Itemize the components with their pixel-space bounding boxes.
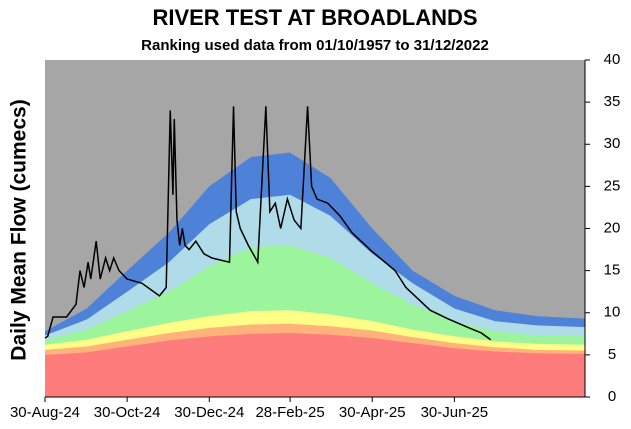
y-tick-label: 30: [604, 135, 621, 152]
area-band: [45, 332, 585, 397]
x-tick-label: 30-Aug-24: [10, 404, 80, 421]
axes: 0 5 10 15 20 25 30 35 40 30-Aug-24 30-Oct-24 30-Dec…: [10, 51, 620, 421]
x-tick-label: 30-Jun-25: [421, 404, 489, 421]
y-tick-label: 15: [604, 262, 621, 279]
y-tick-label: 0: [608, 388, 616, 405]
y-axis-label: Daily Mean Flow (cumecs): [8, 99, 31, 360]
chart-title: RIVER TEST AT BROADLANDS: [152, 5, 477, 30]
chart-subtitle: Ranking used data from 01/10/1957 to 31/…: [141, 37, 489, 54]
y-tick-label: 10: [604, 304, 621, 321]
y-tick-label: 25: [604, 177, 621, 194]
y-tick-label: 35: [604, 93, 621, 110]
x-tick-label: 30-Oct-24: [94, 404, 161, 421]
plot-area: [44, 60, 585, 397]
y-tick-label: 20: [604, 219, 621, 236]
flow-line: [44, 106, 492, 341]
y-tick-label: 5: [608, 346, 616, 363]
x-tick-label: 28-Feb-25: [255, 404, 324, 421]
y-tick-label: 40: [604, 51, 621, 68]
x-tick-label: 30-Apr-25: [339, 404, 406, 421]
x-tick-label: 30-Dec-24: [174, 404, 244, 421]
